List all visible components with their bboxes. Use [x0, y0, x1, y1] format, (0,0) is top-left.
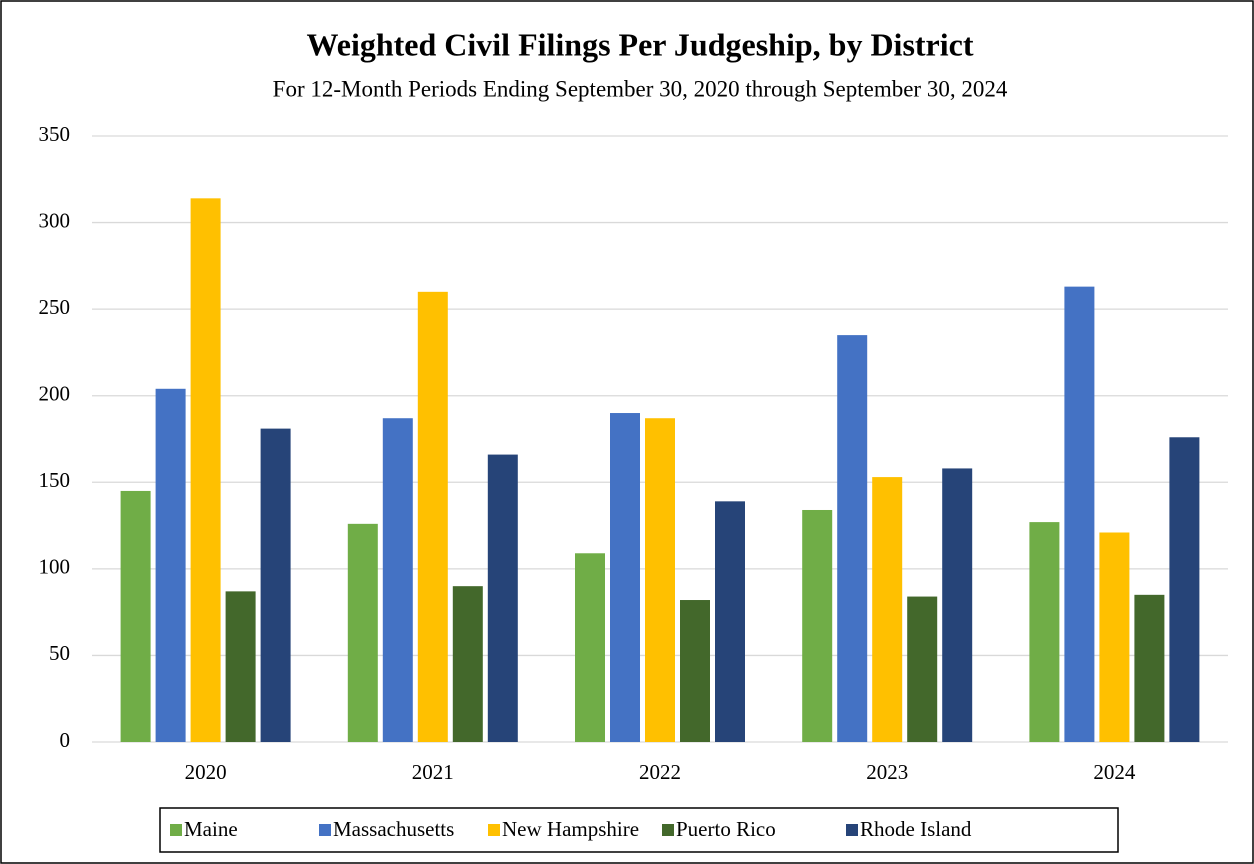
bar [837, 335, 868, 742]
bar [680, 600, 710, 742]
bar [225, 591, 256, 742]
legend-swatch [488, 824, 500, 836]
x-tick-label: 2021 [412, 760, 454, 784]
bar [155, 388, 186, 742]
bar [1064, 286, 1095, 742]
bar [1169, 437, 1200, 742]
bar [417, 291, 448, 742]
y-tick-label: 250 [39, 295, 71, 319]
y-tick-label: 50 [49, 641, 70, 665]
bar [190, 198, 221, 742]
bar [487, 454, 518, 742]
bar [452, 586, 483, 742]
bar [347, 523, 378, 742]
bar [872, 477, 903, 742]
chart-subtitle: For 12-Month Periods Ending September 30… [273, 76, 1008, 101]
bar [610, 413, 640, 742]
legend-label: New Hampshire [502, 817, 639, 841]
bar [1134, 594, 1165, 742]
x-tick-label: 2023 [866, 760, 908, 784]
y-tick-label: 150 [39, 468, 71, 492]
bar [575, 553, 605, 742]
bar [907, 596, 938, 742]
y-tick-label: 0 [60, 728, 71, 752]
bar [1099, 532, 1130, 742]
legend-swatch [662, 824, 674, 836]
bar [715, 501, 745, 742]
bar [1029, 522, 1060, 742]
legend-swatch [846, 824, 858, 836]
bar [382, 418, 413, 742]
x-tick-label: 2022 [639, 760, 681, 784]
x-tick-label: 2024 [1093, 760, 1136, 784]
y-tick-label: 300 [39, 208, 71, 232]
bar [942, 468, 973, 742]
legend-swatch [170, 824, 182, 836]
y-tick-label: 100 [39, 555, 71, 579]
y-tick-label: 350 [39, 122, 71, 146]
y-tick-label: 200 [39, 382, 71, 406]
bar [260, 428, 291, 742]
x-tick-label: 2020 [185, 760, 227, 784]
bar [645, 418, 675, 742]
chart-title: Weighted Civil Filings Per Judgeship, by… [307, 26, 974, 62]
legend-label: Rhode Island [860, 817, 972, 841]
legend-label: Maine [184, 817, 238, 841]
bar [802, 509, 833, 742]
bar [120, 490, 151, 742]
legend-label: Puerto Rico [676, 817, 776, 841]
legend-swatch [319, 824, 331, 836]
legend-label: Massachusetts [333, 817, 454, 841]
